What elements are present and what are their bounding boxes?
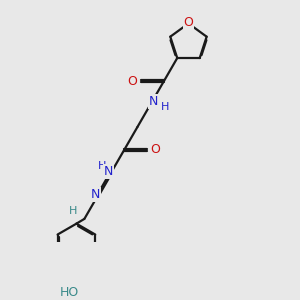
Text: O: O	[128, 74, 137, 88]
Text: O: O	[184, 16, 194, 28]
Text: N: N	[103, 165, 113, 178]
Text: N: N	[90, 188, 100, 201]
Text: H: H	[161, 102, 170, 112]
Text: N: N	[149, 95, 159, 108]
Text: H: H	[98, 161, 106, 171]
Text: O: O	[151, 143, 160, 156]
Text: H: H	[69, 206, 77, 217]
Text: HO: HO	[60, 286, 80, 299]
